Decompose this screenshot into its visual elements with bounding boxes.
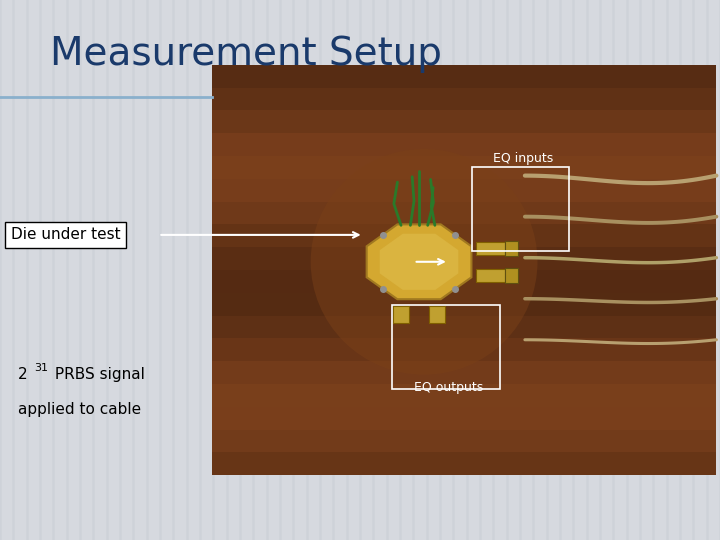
- Bar: [212, 361, 716, 384]
- Text: Measurement Setup: Measurement Setup: [50, 35, 442, 73]
- Bar: [472, 167, 569, 251]
- Polygon shape: [379, 234, 459, 290]
- Bar: [212, 293, 716, 315]
- Bar: [392, 305, 500, 389]
- Bar: [212, 133, 716, 156]
- Text: PRBS signal: PRBS signal: [50, 367, 145, 382]
- Text: Die under test: Die under test: [11, 227, 120, 242]
- Text: applied to cable: applied to cable: [18, 402, 141, 417]
- Bar: [212, 225, 716, 247]
- Text: EQ outputs: EQ outputs: [414, 381, 483, 394]
- Bar: [212, 384, 716, 407]
- Bar: [212, 339, 716, 361]
- Bar: [212, 315, 716, 339]
- Bar: [212, 156, 716, 179]
- Bar: [429, 306, 445, 322]
- Bar: [212, 270, 716, 293]
- Bar: [212, 65, 716, 87]
- Ellipse shape: [310, 149, 537, 375]
- Text: EQ inputs: EQ inputs: [493, 152, 554, 165]
- Bar: [476, 242, 505, 255]
- Bar: [476, 269, 505, 282]
- Bar: [212, 110, 716, 133]
- Text: 31: 31: [34, 363, 48, 373]
- Bar: [393, 306, 409, 322]
- Bar: [212, 87, 716, 110]
- Bar: [212, 453, 716, 475]
- Bar: [505, 241, 518, 256]
- Bar: [212, 179, 716, 201]
- Bar: [212, 430, 716, 453]
- Bar: [212, 407, 716, 430]
- Bar: [212, 247, 716, 270]
- Text: 2: 2: [18, 367, 27, 382]
- Bar: [212, 65, 716, 475]
- Bar: [212, 201, 716, 225]
- Polygon shape: [366, 225, 472, 299]
- Bar: [505, 268, 518, 283]
